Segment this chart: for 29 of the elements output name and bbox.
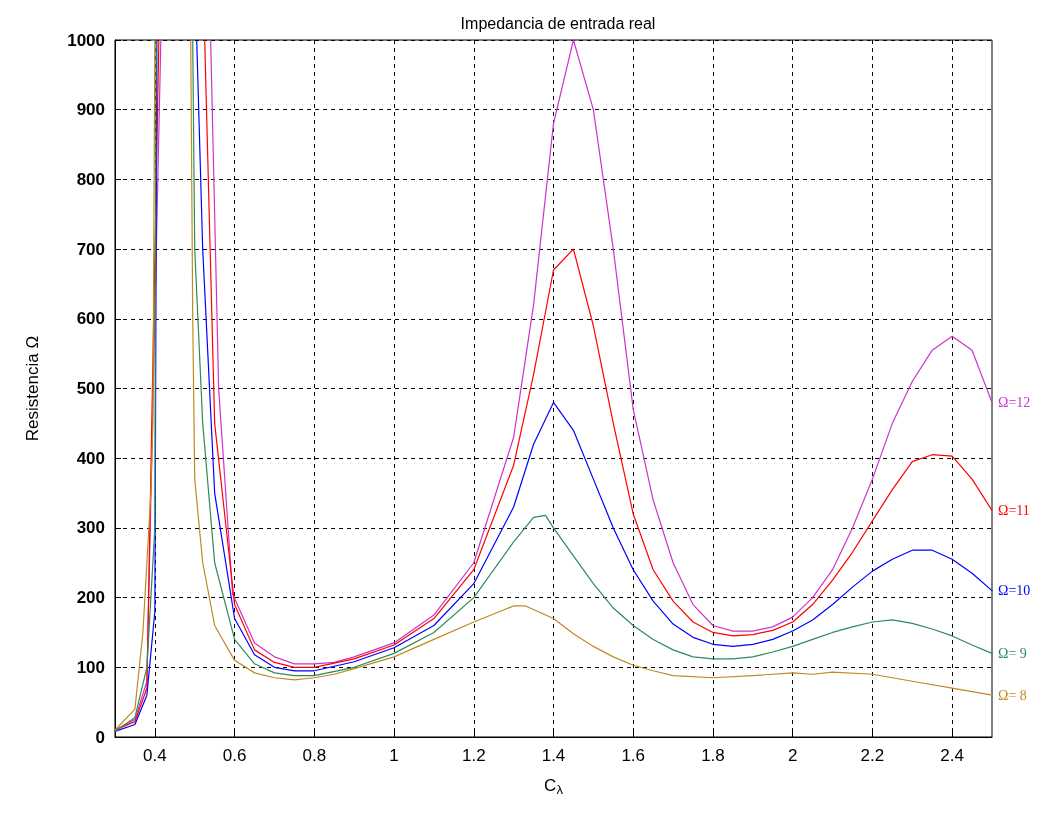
y-tick-label: 500 bbox=[76, 379, 105, 398]
x-tick-label: 0.8 bbox=[302, 746, 327, 765]
series-label: Ω= 9 bbox=[998, 645, 1027, 661]
x-tick-label: 0.4 bbox=[143, 746, 167, 765]
series-label: Ω=10 bbox=[998, 583, 1031, 599]
y-tick-label: 0 bbox=[95, 727, 105, 747]
x-tick-label: 2 bbox=[787, 746, 798, 765]
y-tick-label: 400 bbox=[76, 448, 105, 468]
series-label: Ω=11 bbox=[998, 502, 1030, 518]
x-tick-label: 1.8 bbox=[701, 746, 725, 765]
series-label: Ω= 8 bbox=[998, 687, 1027, 703]
x-tick-label: 0.6 bbox=[222, 746, 247, 765]
x-tick-label: 2.4 bbox=[940, 746, 964, 765]
x-tick-label: 1.6 bbox=[621, 746, 646, 765]
y-tick-label: 800 bbox=[76, 169, 105, 189]
y-tick-label: 200 bbox=[76, 588, 105, 608]
x-tick-label: 1.2 bbox=[461, 746, 486, 765]
y-tick-label: 100 bbox=[76, 657, 105, 677]
y-tick-label: 1000 bbox=[67, 30, 105, 50]
y-tick-label: 300 bbox=[76, 518, 105, 538]
x-tick-label: 1.4 bbox=[541, 746, 566, 765]
y-axis-title: Resistencia Ω bbox=[23, 335, 42, 442]
chart-title: Impedancia de entrada real bbox=[460, 14, 656, 32]
x-tick-label: 1 bbox=[389, 746, 399, 765]
series-label: Ω=12 bbox=[998, 394, 1031, 410]
y-tick-label: 900 bbox=[76, 100, 105, 120]
y-tick-label: 600 bbox=[76, 309, 105, 329]
x-tick-label: 2.2 bbox=[860, 746, 885, 765]
y-tick-label: 700 bbox=[76, 239, 105, 259]
